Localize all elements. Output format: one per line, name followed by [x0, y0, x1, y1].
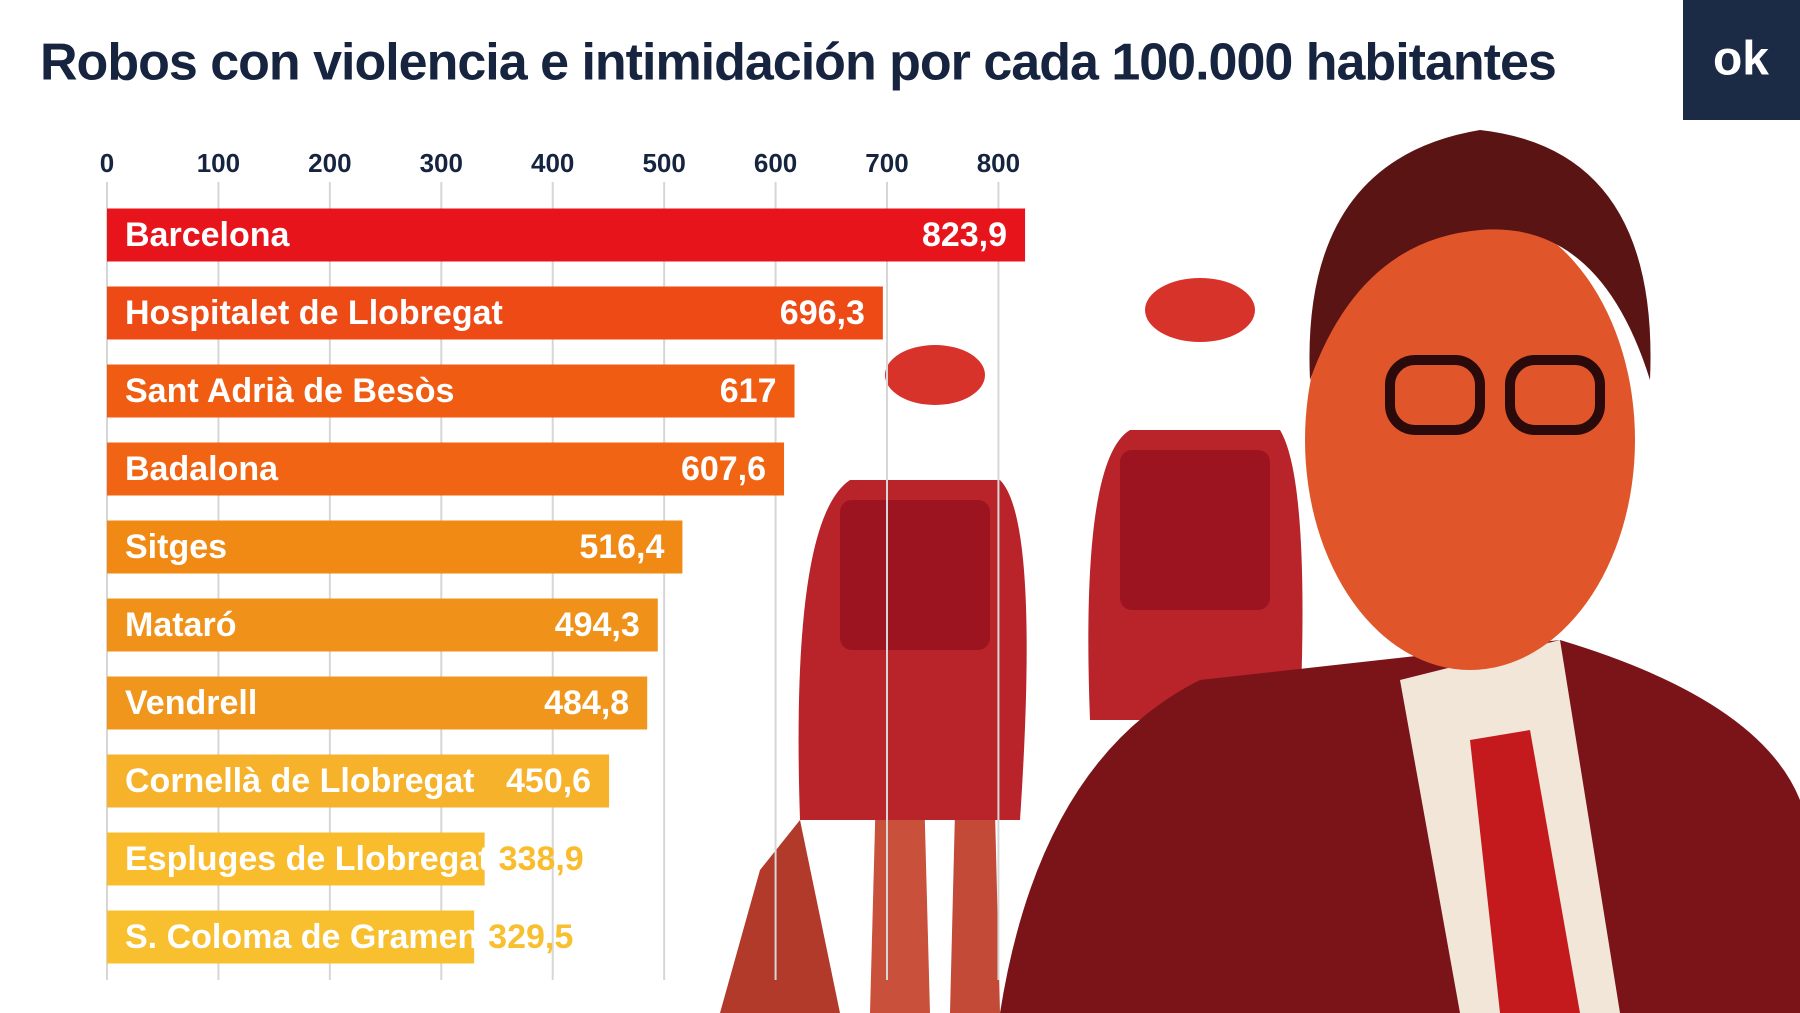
- photo-collage: [720, 130, 1800, 1013]
- x-tick-label: 500: [642, 148, 685, 178]
- x-tick-label: 0: [100, 148, 114, 178]
- category-label: Sant Adrià de Besòs: [125, 372, 454, 410]
- face: [1305, 210, 1635, 670]
- x-tick-label: 100: [197, 148, 240, 178]
- value-label: 494,3: [555, 606, 640, 644]
- category-label: Sitges: [125, 528, 227, 566]
- x-tick-label: 600: [754, 148, 797, 178]
- x-tick-label: 400: [531, 148, 574, 178]
- bar: [107, 364, 795, 418]
- bar: [107, 208, 1026, 262]
- x-tick-label: 800: [977, 148, 1020, 178]
- police-cap: [885, 345, 985, 405]
- value-label: 338,9: [499, 840, 584, 878]
- glasses: [1505, 355, 1605, 435]
- bar: [107, 286, 883, 340]
- glasses: [1385, 355, 1485, 435]
- value-label: 696,3: [780, 294, 865, 332]
- hair: [1309, 130, 1651, 380]
- police-vest: [1120, 450, 1270, 610]
- value-label: 607,6: [681, 450, 766, 488]
- logo: ok: [1713, 33, 1769, 86]
- x-tick-label: 700: [865, 148, 908, 178]
- value-label: 484,8: [544, 684, 629, 722]
- tie: [1470, 730, 1580, 1013]
- police-vest: [840, 500, 990, 650]
- category-label: Badalona: [125, 450, 279, 488]
- police-cap: [1145, 278, 1255, 342]
- value-label: 516,4: [579, 528, 664, 566]
- bar: [107, 676, 648, 730]
- value-label: 450,6: [506, 762, 591, 800]
- bar: [107, 754, 610, 808]
- bar: [107, 910, 475, 964]
- category-label: S. Coloma de Gramenet: [125, 918, 509, 956]
- value-label: 329,5: [488, 918, 573, 956]
- logo-box: [1683, 0, 1800, 120]
- value-label: 617: [720, 372, 777, 410]
- bar: [107, 598, 658, 652]
- x-tick-label: 300: [420, 148, 463, 178]
- bar: [107, 442, 785, 496]
- category-label: Espluges de Llobregat: [125, 840, 490, 878]
- bar: [107, 520, 683, 574]
- cathedral-spire: [720, 820, 840, 1013]
- category-label: Cornellà de Llobregat: [125, 762, 475, 800]
- x-tick-label: 200: [308, 148, 351, 178]
- category-label: Barcelona: [125, 216, 290, 254]
- value-label: 823,9: [922, 216, 1007, 254]
- category-label: Vendrell: [125, 684, 257, 722]
- category-label: Mataró: [125, 606, 236, 644]
- category-label: Hospitalet de Llobregat: [125, 294, 503, 332]
- bar: [107, 832, 485, 886]
- chart-title: Robos con violencia e intimidación por c…: [40, 34, 1556, 92]
